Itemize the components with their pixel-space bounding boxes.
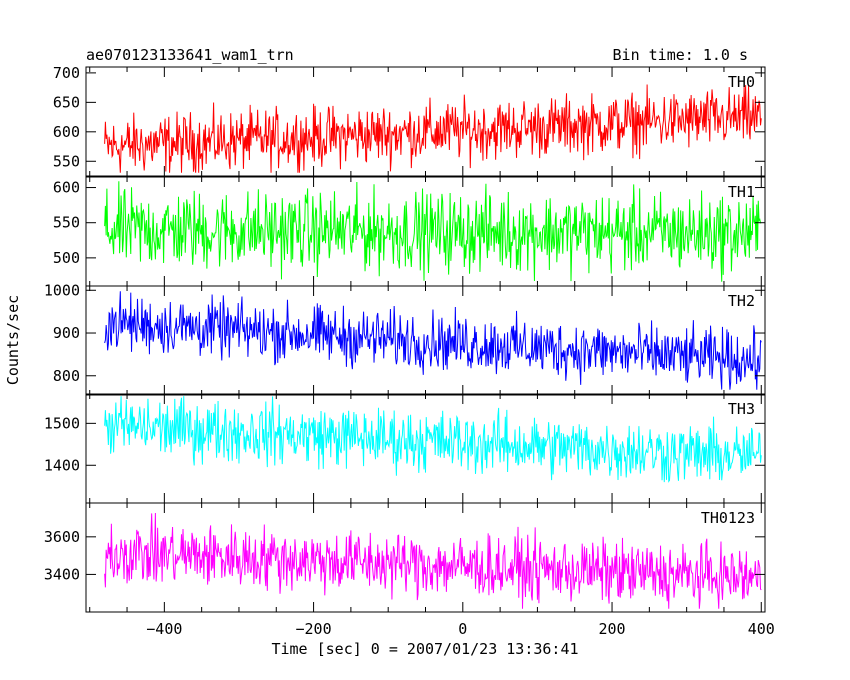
y-tick-label: 500 [53,249,80,267]
y-axis-label: Counts/sec [4,295,22,385]
y-tick-label: 3400 [44,565,80,583]
series-line-th1 [104,181,762,282]
panel-label-th1: TH1 [728,183,755,201]
chart-title: ae070123133641_wam1_trn [86,46,294,64]
series-line-th0 [104,84,762,173]
y-tick-label: 550 [53,152,80,170]
y-tick-label: 3600 [44,528,80,546]
y-tick-label: 650 [53,93,80,111]
y-tick-label: 700 [53,64,80,82]
y-tick-label: 1400 [44,456,80,474]
y-tick-label: 1000 [44,281,80,299]
y-tick-label: 800 [53,367,80,385]
panel-label-th0: TH0 [728,73,755,91]
panel-label-th3: TH3 [728,400,755,418]
y-tick-label: 900 [53,324,80,342]
x-tick-label: −200 [296,620,332,638]
y-tick-label: 1500 [44,414,80,432]
series-line-th2 [104,291,762,390]
panel-frame-th2 [85,285,766,396]
panel-label-th2: TH2 [728,292,755,310]
series-line-th3 [104,396,762,483]
y-tick-label: 600 [53,123,80,141]
x-tick-label: 0 [458,620,467,638]
panel-label-th0123: TH0123 [701,509,755,527]
x-tick-label: 400 [748,620,775,638]
x-tick-label: 200 [598,620,625,638]
series-line-th0123 [104,513,762,609]
panels-group: TH0 550 600 650 700 TH1 500 550 600 TH2 800 900 1000… [44,64,775,638]
x-axis-label: Time [sec] 0 = 2007/01/23 13:36:41 [271,640,578,658]
x-tick-label: −400 [146,620,182,638]
y-tick-label: 600 [53,179,80,197]
bin-time-label: Bin time: 1.0 s [613,46,748,64]
y-tick-label: 550 [53,214,80,232]
